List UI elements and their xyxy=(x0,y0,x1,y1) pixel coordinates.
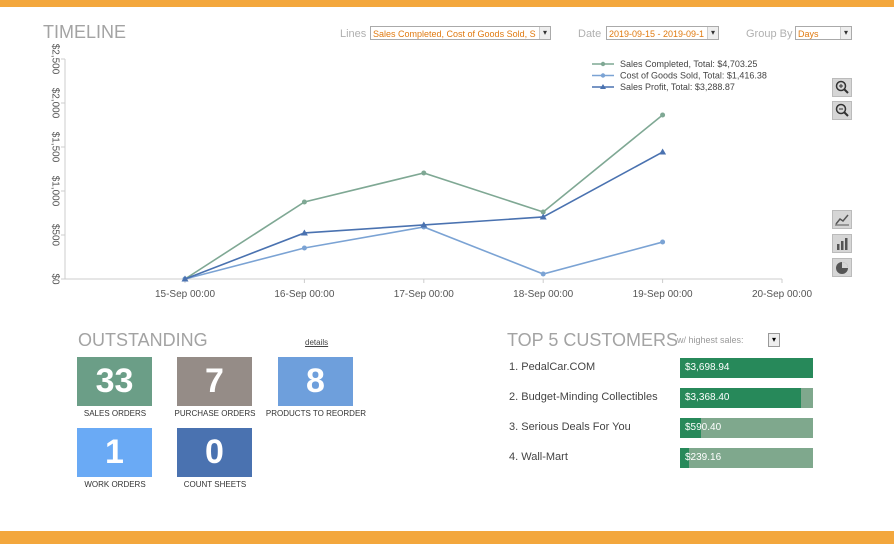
tile-label: COUNT SHEETS xyxy=(183,480,247,489)
y-tick-label: $1,500 xyxy=(49,132,60,163)
filter-label: Lines xyxy=(340,28,367,40)
bar-label: $3,368.40 xyxy=(685,392,730,403)
zoom-out-button[interactable] xyxy=(832,101,852,120)
tile-label: PURCHASE ORDERS xyxy=(174,409,256,418)
legend-label: Sales Profit, Total: $3,288.87 xyxy=(620,82,735,92)
bar-label: $3,698.94 xyxy=(685,362,730,373)
top-customers-title: TOP 5 CUSTOMERS xyxy=(507,330,679,350)
filter-label: Group By xyxy=(746,28,793,40)
customers-filter-button[interactable]: ▾ xyxy=(768,333,780,347)
tile[interactable]: 8 xyxy=(278,357,353,406)
customer-name: 4. Wall-Mart xyxy=(509,451,568,463)
x-tick-label: 17-Sep 00:00 xyxy=(394,289,454,300)
point xyxy=(301,245,307,251)
tile-label: SALES ORDERS xyxy=(83,409,147,418)
customers-filter: w/ highest sales: xyxy=(677,335,744,345)
tile[interactable]: 1 xyxy=(77,428,152,477)
line-chart-button[interactable] xyxy=(832,210,852,229)
timeline-chart: $0 $500 $1,000 $1,500 $2,000 $2,500 15-Sep 00:… xyxy=(49,44,812,300)
bottom-band xyxy=(0,531,894,544)
bar-track xyxy=(680,448,813,468)
point xyxy=(540,209,546,215)
customer-name: 3. Serious Deals For You xyxy=(509,421,631,433)
legend-marker xyxy=(600,73,606,78)
y-tick-label: $1,000 xyxy=(49,176,60,207)
tile[interactable]: 7 xyxy=(177,357,252,406)
legend-label: Sales Completed, Total: $4,703.25 xyxy=(620,59,757,69)
y-tick-label: $0 xyxy=(49,273,60,285)
x-tick-label: 18-Sep 00:00 xyxy=(513,289,573,300)
point xyxy=(539,213,547,220)
bar xyxy=(680,418,702,438)
customer-name: 2. Budget-Minding Collectibles xyxy=(509,391,658,403)
point xyxy=(660,239,666,245)
bar-label: $590.40 xyxy=(685,422,722,433)
x-tick-label: 20-Sep 00:00 xyxy=(752,289,812,300)
top-band xyxy=(0,0,894,7)
bar xyxy=(680,448,689,468)
y-tick-label: $2,000 xyxy=(49,88,60,119)
customer-name: 1. PedalCar.COM xyxy=(509,361,596,373)
point xyxy=(301,199,307,205)
timeline-title: TIMELINE xyxy=(43,22,127,42)
outstanding-title: OUTSTANDING xyxy=(78,330,208,350)
y-tick-label: $500 xyxy=(49,224,60,247)
point xyxy=(300,229,308,236)
legend-label: Cost of Goods Sold, Total: $1,416.38 xyxy=(620,71,767,81)
date-select[interactable]: 2019-09-15 - 2019-09-1 xyxy=(606,26,719,40)
point xyxy=(540,271,546,277)
tile-label: PRODUCTS TO REORDER xyxy=(265,409,367,418)
bar-label: $239.16 xyxy=(685,452,722,463)
filter-label: Date xyxy=(578,28,602,40)
x-tick-label: 15-Sep 00:00 xyxy=(155,289,215,300)
bar-chart-button[interactable] xyxy=(832,234,852,253)
series-line xyxy=(184,226,663,280)
lines-select[interactable]: Sales Completed, Cost of Goods Sold, S xyxy=(370,26,551,40)
point xyxy=(659,148,667,155)
bar xyxy=(680,388,802,408)
x-tick-label: 19-Sep 00:00 xyxy=(633,289,693,300)
y-tick-label: $2,500 xyxy=(49,44,60,75)
point xyxy=(420,221,428,228)
tile-label: WORK ORDERS xyxy=(84,480,146,489)
group-select[interactable]: Days xyxy=(795,26,852,40)
tile[interactable]: 33 xyxy=(77,357,152,406)
legend-marker xyxy=(600,61,606,67)
details-link[interactable]: details xyxy=(305,338,329,347)
series-line xyxy=(184,114,664,280)
point xyxy=(181,275,189,282)
bar xyxy=(680,358,813,378)
zoom-in-button[interactable] xyxy=(832,78,852,97)
bar-track xyxy=(680,418,813,438)
point xyxy=(660,112,666,118)
tile[interactable]: 0 xyxy=(177,428,252,477)
x-tick-label: 16-Sep 00:00 xyxy=(274,289,334,300)
pie-chart-button[interactable] xyxy=(832,258,852,277)
legend-marker xyxy=(600,84,606,89)
point xyxy=(421,170,427,176)
